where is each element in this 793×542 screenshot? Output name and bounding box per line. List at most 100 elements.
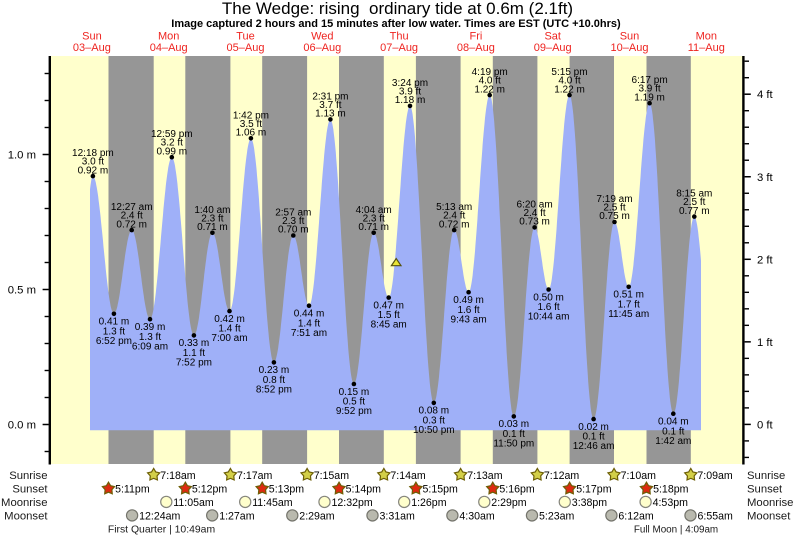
svg-text:0.04 m: 0.04 m bbox=[658, 417, 689, 428]
svg-text:1.3 ft: 1.3 ft bbox=[103, 326, 125, 337]
svg-text:Mon: Mon bbox=[158, 30, 179, 42]
svg-text:4:19 pm: 4:19 pm bbox=[472, 67, 508, 78]
svg-text:1.19 m: 1.19 m bbox=[634, 92, 665, 103]
svg-text:7:15am: 7:15am bbox=[314, 470, 350, 482]
svg-text:4:53pm: 4:53pm bbox=[653, 497, 689, 509]
svg-text:3.5 ft: 3.5 ft bbox=[240, 119, 262, 130]
svg-text:6:09 am: 6:09 am bbox=[132, 341, 168, 352]
svg-text:0.70 m: 0.70 m bbox=[278, 225, 309, 236]
svg-text:11–Aug: 11–Aug bbox=[688, 42, 725, 54]
svg-text:1.0 m: 1.0 m bbox=[8, 150, 36, 162]
svg-text:09–Aug: 09–Aug bbox=[534, 42, 572, 54]
svg-text:Full Moon | 4:09am: Full Moon | 4:09am bbox=[634, 524, 718, 535]
svg-text:7:13am: 7:13am bbox=[467, 470, 503, 482]
svg-text:5:12pm: 5:12pm bbox=[192, 484, 228, 496]
svg-text:5:14pm: 5:14pm bbox=[346, 484, 382, 496]
svg-text:2:29am: 2:29am bbox=[299, 510, 335, 522]
svg-text:11:45am: 11:45am bbox=[252, 497, 293, 509]
svg-text:0.42 m: 0.42 m bbox=[214, 314, 245, 325]
svg-text:0.99 m: 0.99 m bbox=[157, 146, 188, 157]
svg-text:Sat: Sat bbox=[544, 30, 561, 42]
svg-text:0 ft: 0 ft bbox=[757, 419, 774, 431]
svg-text:6:55am: 6:55am bbox=[698, 510, 734, 522]
svg-text:3:38pm: 3:38pm bbox=[572, 497, 608, 509]
svg-text:Mon: Mon bbox=[696, 30, 717, 42]
svg-text:First Quarter | 10:49am: First Quarter | 10:49am bbox=[108, 524, 215, 535]
svg-text:4:04 am: 4:04 am bbox=[356, 205, 392, 216]
svg-text:1:26pm: 1:26pm bbox=[411, 497, 447, 509]
svg-text:2.3 ft: 2.3 ft bbox=[282, 216, 304, 227]
svg-text:4:30am: 4:30am bbox=[459, 510, 495, 522]
svg-text:2.3 ft: 2.3 ft bbox=[363, 213, 385, 224]
svg-text:2:31 pm: 2:31 pm bbox=[312, 91, 348, 102]
svg-text:7:18am: 7:18am bbox=[160, 470, 196, 482]
svg-text:0.92 m: 0.92 m bbox=[78, 165, 109, 176]
svg-text:0.5 ft: 0.5 ft bbox=[343, 397, 365, 408]
svg-text:1.18 m: 1.18 m bbox=[395, 95, 426, 106]
svg-text:7:09am: 7:09am bbox=[697, 470, 733, 482]
svg-text:5:15pm: 5:15pm bbox=[423, 484, 459, 496]
svg-text:7:14am: 7:14am bbox=[390, 470, 426, 482]
svg-text:12:27 am: 12:27 am bbox=[111, 202, 153, 213]
svg-text:0.71 m: 0.71 m bbox=[197, 222, 228, 233]
svg-text:10:44 am: 10:44 am bbox=[528, 312, 570, 323]
svg-text:4 ft: 4 ft bbox=[757, 89, 774, 101]
svg-text:0.73 m: 0.73 m bbox=[519, 217, 550, 228]
svg-text:Moonrise: Moonrise bbox=[747, 497, 793, 509]
svg-text:2.4 ft: 2.4 ft bbox=[121, 211, 143, 222]
svg-text:1.1 ft: 1.1 ft bbox=[183, 348, 205, 359]
svg-text:0.3 ft: 0.3 ft bbox=[423, 416, 445, 427]
svg-text:Moonrise: Moonrise bbox=[1, 497, 47, 509]
svg-text:4.0 ft: 4.0 ft bbox=[558, 76, 580, 87]
svg-text:08–Aug: 08–Aug bbox=[457, 42, 495, 54]
svg-text:2.4 ft: 2.4 ft bbox=[443, 211, 465, 222]
svg-text:8:45 am: 8:45 am bbox=[371, 320, 407, 331]
svg-text:11:50 pm: 11:50 pm bbox=[493, 439, 534, 450]
svg-text:Sunrise: Sunrise bbox=[9, 470, 47, 482]
svg-text:2.4 ft: 2.4 ft bbox=[523, 208, 545, 219]
svg-text:0.03 m: 0.03 m bbox=[499, 419, 530, 430]
svg-text:5:17pm: 5:17pm bbox=[576, 484, 612, 496]
svg-text:1:40 am: 1:40 am bbox=[194, 205, 230, 216]
svg-text:7:17am: 7:17am bbox=[237, 470, 273, 482]
svg-text:4.0 ft: 4.0 ft bbox=[479, 76, 501, 87]
svg-text:5:13pm: 5:13pm bbox=[269, 484, 305, 496]
svg-text:0.15 m: 0.15 m bbox=[339, 387, 370, 398]
svg-text:6:17 pm: 6:17 pm bbox=[632, 75, 668, 86]
svg-text:8:15 am: 8:15 am bbox=[676, 189, 712, 200]
svg-text:12:18 pm: 12:18 pm bbox=[72, 148, 114, 159]
svg-text:0.5 m: 0.5 m bbox=[8, 285, 36, 297]
svg-text:1.7 ft: 1.7 ft bbox=[618, 299, 640, 310]
svg-text:6:12am: 6:12am bbox=[618, 510, 654, 522]
svg-text:5:15 pm: 5:15 pm bbox=[551, 67, 587, 78]
svg-text:3.9 ft: 3.9 ft bbox=[638, 84, 660, 95]
svg-text:05–Aug: 05–Aug bbox=[227, 42, 265, 54]
svg-text:2.5 ft: 2.5 ft bbox=[683, 197, 705, 208]
svg-text:3.7 ft: 3.7 ft bbox=[319, 100, 341, 111]
svg-text:The Wedge: rising ordinary ti: The Wedge: rising ordinary tide at 0.6m … bbox=[222, 0, 573, 18]
svg-text:1.13 m: 1.13 m bbox=[315, 109, 346, 120]
svg-text:6:52 pm: 6:52 pm bbox=[96, 336, 132, 347]
svg-text:0.71 m: 0.71 m bbox=[358, 222, 389, 233]
svg-text:1.4 ft: 1.4 ft bbox=[218, 324, 240, 335]
svg-text:Sun: Sun bbox=[620, 30, 640, 42]
svg-text:07–Aug: 07–Aug bbox=[380, 42, 418, 54]
svg-text:Thu: Thu bbox=[390, 30, 409, 42]
svg-text:1 ft: 1 ft bbox=[757, 337, 774, 349]
svg-text:Sunset: Sunset bbox=[747, 484, 783, 496]
svg-text:06–Aug: 06–Aug bbox=[303, 42, 341, 54]
svg-text:11:05am: 11:05am bbox=[173, 497, 214, 509]
svg-text:7:10am: 7:10am bbox=[621, 470, 657, 482]
svg-text:6:20 am: 6:20 am bbox=[517, 199, 553, 210]
svg-text:0.08 m: 0.08 m bbox=[419, 406, 450, 417]
svg-text:1.06 m: 1.06 m bbox=[236, 128, 267, 139]
svg-text:10:50 pm: 10:50 pm bbox=[413, 425, 455, 436]
svg-text:Moonset: Moonset bbox=[4, 510, 48, 522]
svg-text:1.22 m: 1.22 m bbox=[554, 84, 585, 95]
svg-text:0.1 ft: 0.1 ft bbox=[582, 432, 604, 443]
svg-text:1:27am: 1:27am bbox=[219, 510, 255, 522]
svg-text:2 ft: 2 ft bbox=[757, 254, 774, 266]
svg-text:0.72 m: 0.72 m bbox=[439, 219, 470, 230]
svg-text:7:51 am: 7:51 am bbox=[291, 328, 327, 339]
svg-text:0.75 m: 0.75 m bbox=[599, 211, 630, 222]
